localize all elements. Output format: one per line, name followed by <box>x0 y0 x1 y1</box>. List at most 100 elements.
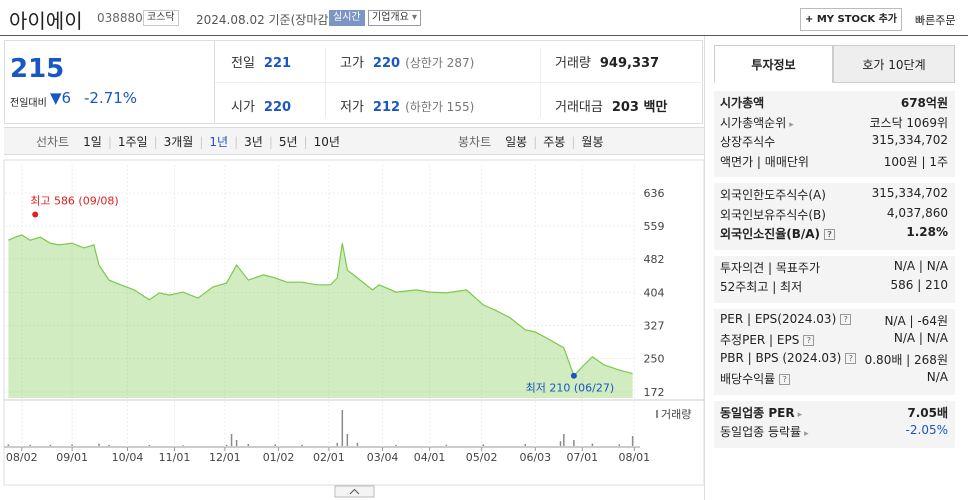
tab-bar <box>4 127 704 155</box>
period-tab[interactable]: 1년 <box>209 135 229 149</box>
volume-bar <box>7 444 10 446</box>
tab-sep: | <box>533 135 538 149</box>
invest-label: 동일업종 등락률 <box>720 423 809 440</box>
y-tick-label: 172 <box>644 386 665 399</box>
volume-bar <box>524 444 526 446</box>
volume-bar <box>346 434 349 446</box>
volume-bar <box>235 440 238 446</box>
candle-tab[interactable]: 월봉 <box>581 135 604 149</box>
field-note: (상한가 287) <box>405 56 475 70</box>
volume-bar <box>98 443 100 446</box>
volume-bar <box>108 444 110 446</box>
invest-label: 액면가 | 매매단위 <box>720 154 809 169</box>
volume-bar <box>29 444 31 446</box>
invest-value: N/A | N/A <box>893 258 948 273</box>
volume-bar <box>445 444 448 446</box>
x-tick-label: 11/01 <box>159 451 191 464</box>
invest-value: 678억원 <box>900 96 948 110</box>
x-tick-label: 08/01 <box>618 451 650 464</box>
candle-tab[interactable]: 일봉 <box>505 135 528 149</box>
overview-button[interactable]: 기업개요 <box>368 10 422 26</box>
tab-sep: | <box>571 135 576 149</box>
change: ▼6 <box>50 89 72 107</box>
annotation-label: 최저 210 (06/27) <box>526 382 615 395</box>
field-value: 212 <box>372 100 401 115</box>
date: 2024.08.02 기준(장마감) <box>196 13 334 27</box>
invest-section <box>714 255 955 303</box>
x-tick-label: 09/01 <box>56 451 88 464</box>
stock-code: 038880 <box>97 11 143 25</box>
volume-bar <box>301 444 303 446</box>
invest-label: 추정PER | EPS <box>720 331 814 348</box>
col-divider <box>325 48 326 118</box>
stock-name: 아이에이 <box>9 9 83 33</box>
field-label: 거래대금 <box>555 100 603 115</box>
annotation-label: 최고 586 (09/08) <box>30 194 119 207</box>
invest-value: 315,334,702 <box>871 133 948 147</box>
y-tick-label: 636 <box>644 187 665 200</box>
x-tick-label: 06/03 <box>519 451 551 464</box>
field-label: 고가 <box>340 56 364 71</box>
tab-sep: | <box>107 135 112 149</box>
volume-legend: 거래량 <box>661 408 691 421</box>
tab-sep: | <box>303 135 308 149</box>
volume-bar <box>482 444 485 446</box>
invest-label: 상장주식수 <box>720 135 776 149</box>
x-tick-label: 08/02 <box>6 451 38 464</box>
x-tick-label: 01/02 <box>263 451 295 464</box>
period-tab[interactable]: 1주일 <box>117 135 148 149</box>
collapse-icon <box>349 488 360 495</box>
volume-bar <box>336 442 339 446</box>
volume-bar <box>573 440 575 446</box>
volume-bar <box>559 441 562 446</box>
field-value: 949,337 <box>599 56 660 71</box>
chart: 636 559 482 404 327 250 172 08/02 09/01 10/04 11/0… <box>3 159 704 498</box>
collapse-button[interactable] <box>334 485 375 498</box>
invest-value: 4,037,860 <box>886 205 948 220</box>
invest-label: 배당수익률 <box>720 370 790 387</box>
header-rule <box>0 35 968 36</box>
quote-field: 저가 212 (하한가 155) <box>340 96 474 115</box>
period-tab[interactable]: 10년 <box>313 135 340 149</box>
field-label: 저가 <box>340 100 364 115</box>
invest-label: 외국인보유주식수(B) <box>720 207 826 222</box>
volume-bar <box>49 444 52 446</box>
tab-group-label: 봉차트 <box>458 135 492 149</box>
y-tick-label: 250 <box>644 353 665 366</box>
price-divider <box>214 40 215 124</box>
invest-label: 동일업종 PER <box>720 404 802 421</box>
y-tick-label: 404 <box>644 287 665 300</box>
field-value: 203 백만 <box>611 100 668 115</box>
invest-label: 시가총액순위 <box>720 114 794 131</box>
volume-bar <box>341 410 344 446</box>
invest-value: 100원 | 1주 <box>883 154 948 169</box>
quote-field: 전일 221 <box>231 52 291 71</box>
candle-tab[interactable]: 주봉 <box>543 135 566 149</box>
field-label: 시가 <box>231 100 255 115</box>
invest-tab[interactable]: 호가 10단계 <box>833 45 955 83</box>
volume-bar <box>356 442 359 446</box>
volume-bar <box>618 444 620 446</box>
side-divider <box>704 36 705 500</box>
period-tab[interactable]: 3개월 <box>163 135 194 149</box>
invest-value: N/A | N/A <box>893 331 948 345</box>
period-tab[interactable]: 3년 <box>244 135 263 149</box>
field-value: 220 <box>263 100 292 115</box>
invest-tab[interactable]: 투자정보 <box>714 45 833 83</box>
x-tick-label: 04/01 <box>414 451 446 464</box>
invest-section <box>714 91 955 177</box>
quote-field: 고가 220 (상한가 287) <box>340 52 474 71</box>
period-tab[interactable]: 5년 <box>278 135 298 149</box>
field-label: 거래량 <box>555 56 591 71</box>
period-tab[interactable]: 1일 <box>83 135 102 149</box>
invest-label: 외국인한도주식수(A) <box>720 188 826 202</box>
my-stock-button[interactable]: + MY STOCK 추가 <box>800 8 902 31</box>
invest-value: N/A <box>926 370 948 384</box>
quote-field: 시가 220 <box>231 96 291 115</box>
quote-field: 거래량 949,337 <box>555 52 659 71</box>
x-tick-label: 05/02 <box>466 451 498 464</box>
tab-sep: | <box>234 135 239 149</box>
quick-order[interactable]: 빠른주문 <box>915 14 956 27</box>
volume-bar <box>148 444 151 446</box>
